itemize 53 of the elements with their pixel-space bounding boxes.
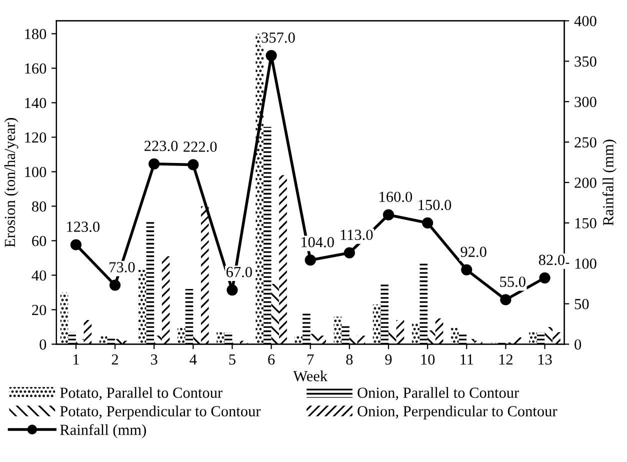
data-label: 222.0 xyxy=(184,142,217,152)
y2-axis-title: Rainfall (mm) xyxy=(602,140,617,226)
y-tick-label: 140 xyxy=(25,98,46,108)
x-tick-label: 7 xyxy=(308,354,314,365)
data-label: 357.0 xyxy=(262,32,295,43)
legend-label: Onion, Parallel to Contour xyxy=(358,387,519,400)
y2-tick-label: 0 xyxy=(574,339,582,350)
y-tick-label: 120 xyxy=(25,132,46,143)
y2-tick-label: 50 xyxy=(574,298,589,310)
y-axis-title: Erosion (ton/ha/year) xyxy=(4,118,18,248)
x-tick-label: 8 xyxy=(346,354,353,365)
y2-tick-label: 350 xyxy=(574,56,596,67)
y-tick-label: 60 xyxy=(32,236,46,246)
legend-label: Potato, Perpendicular to Contour xyxy=(60,406,261,420)
legend-label: Rainfall (mm) xyxy=(60,424,146,438)
x-tick-label: 12 xyxy=(499,354,512,365)
y-tick-label: 40 xyxy=(32,270,46,281)
data-label: 160.0 xyxy=(380,192,412,202)
y-tick-label: 80 xyxy=(32,201,46,212)
data-label: 104.0 xyxy=(301,236,334,248)
y-tick-label: 0 xyxy=(40,339,46,350)
x-tick-label: 10 xyxy=(421,354,435,365)
data-label: 55.0 xyxy=(500,276,526,287)
x-tick-label: 6 xyxy=(268,354,275,365)
x-tick-label: 9 xyxy=(385,354,392,365)
y2-tick-label: 200 xyxy=(574,178,596,188)
y-tick-label: 100 xyxy=(25,166,46,178)
y-tick-label: 20 xyxy=(32,304,46,316)
legend-label: Potato, Parallel to Contour xyxy=(60,387,222,400)
legend-label: Onion, Perpendicular to Contour xyxy=(358,406,558,420)
data-label: 150.0 xyxy=(418,200,452,210)
x-tick-label: 11 xyxy=(460,354,474,365)
data-label: 92.0 xyxy=(460,246,486,258)
y2-tick-label: 300 xyxy=(574,96,596,108)
x-tick-label: 2 xyxy=(112,354,118,365)
y-tick-label: 180 xyxy=(25,28,46,40)
x-tick-label: 5 xyxy=(229,354,236,365)
x-tick-label: 1 xyxy=(73,354,79,365)
data-label: 223.0 xyxy=(144,140,178,152)
x-tick-label: 13 xyxy=(538,354,552,365)
x-axis-title: Week xyxy=(293,370,328,382)
y2-tick-label: 250 xyxy=(574,137,596,148)
y2-tick-label: 400 xyxy=(574,16,596,26)
data-label: 123.0 xyxy=(67,222,100,232)
data-label: 82.0 xyxy=(538,254,564,266)
data-label: 73.0 xyxy=(110,262,135,272)
y2-tick-label: 150 xyxy=(575,218,596,228)
data-label: 113.0 xyxy=(340,230,373,240)
x-tick-label: 3 xyxy=(151,354,158,365)
data-label: 67.0 xyxy=(226,266,252,278)
y-tick-label: 160 xyxy=(25,63,46,74)
y2-tick-label: 100 xyxy=(575,258,596,269)
x-tick-label: 4 xyxy=(190,354,197,365)
